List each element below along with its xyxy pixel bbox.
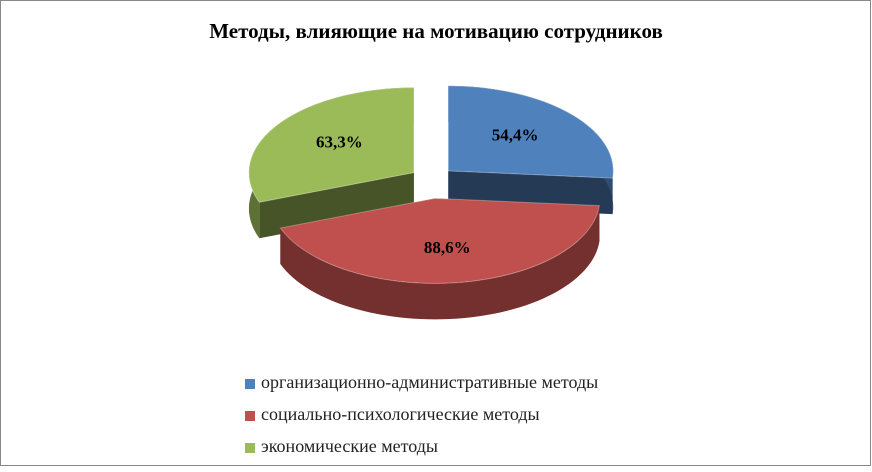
legend-swatch (245, 379, 255, 389)
chart-title: Методы, влияющие на мотивацию сотруднико… (209, 19, 663, 43)
slice (447, 85, 614, 179)
legend-label: социально-психологические методы (261, 404, 540, 424)
legend-swatch (245, 443, 255, 453)
slice-side (280, 205, 600, 320)
slice (248, 87, 415, 203)
data-label: 88,6% (424, 238, 471, 257)
data-label: 54,4% (492, 125, 539, 144)
slice-side (259, 172, 414, 239)
data-label: 63,3% (316, 132, 363, 151)
legend-swatch (245, 411, 255, 421)
slice (279, 197, 600, 284)
legend-label: организационно-административные методы (261, 372, 598, 392)
legend-label: экономические методы (261, 436, 438, 456)
